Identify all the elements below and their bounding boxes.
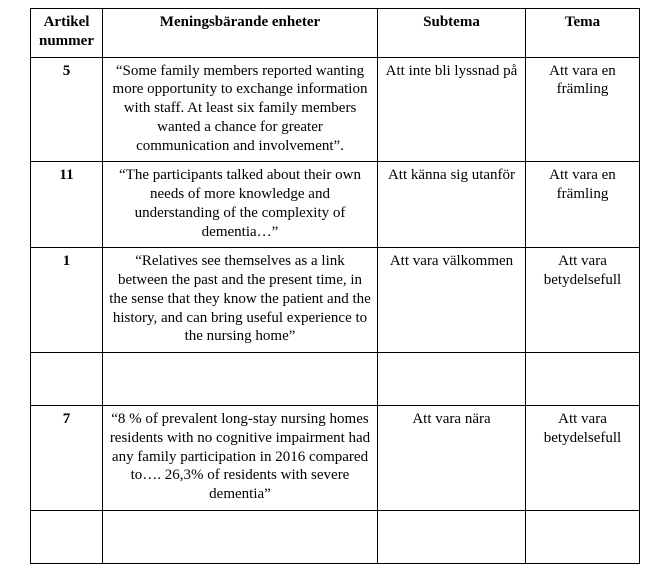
header-meningsbarande: Meningsbärande enheter (103, 9, 378, 58)
cell-subtheme: Att känna sig utanför (378, 162, 526, 248)
cell-empty (526, 353, 640, 406)
table-row: 5 “Some family members reported wanting … (31, 57, 640, 162)
cell-artikelnummer: 7 (31, 406, 103, 511)
cell-empty (526, 510, 640, 563)
analysis-table: Artikel nummer Meningsbärande enheter Su… (30, 8, 640, 564)
cell-subtheme: Att vara välkommen (378, 248, 526, 353)
header-tema: Tema (526, 9, 640, 58)
cell-artikelnummer: 1 (31, 248, 103, 353)
cell-theme: Att vara betydelsefull (526, 406, 640, 511)
page: Artikel nummer Meningsbärande enheter Su… (0, 0, 657, 567)
table-header: Artikel nummer Meningsbärande enheter Su… (31, 9, 640, 58)
table-row: 1 “Relatives see themselves as a link be… (31, 248, 640, 353)
cell-empty (378, 510, 526, 563)
cell-empty (103, 510, 378, 563)
cell-unit: “Relatives see themselves as a link betw… (103, 248, 378, 353)
cell-subtheme: Att vara nära (378, 406, 526, 511)
cell-unit: “8 % of prevalent long-stay nursing home… (103, 406, 378, 511)
cell-unit: “The participants talked about their own… (103, 162, 378, 248)
cell-subtheme: Att inte bli lyssnad på (378, 57, 526, 162)
cell-artikelnummer: 11 (31, 162, 103, 248)
table-row-spacer (31, 510, 640, 563)
table-row: 7 “8 % of prevalent long-stay nursing ho… (31, 406, 640, 511)
header-subtema: Subtema (378, 9, 526, 58)
cell-empty (31, 510, 103, 563)
table-body: 5 “Some family members reported wanting … (31, 57, 640, 563)
cell-theme: Att vara betydelsefull (526, 248, 640, 353)
cell-empty (103, 353, 378, 406)
cell-theme: Att vara en främling (526, 162, 640, 248)
cell-artikelnummer: 5 (31, 57, 103, 162)
cell-empty (378, 353, 526, 406)
cell-theme: Att vara en främling (526, 57, 640, 162)
table-row-spacer (31, 353, 640, 406)
table-row: 11 “The participants talked about their … (31, 162, 640, 248)
cell-unit: “Some family members reported wanting mo… (103, 57, 378, 162)
header-artikelnummer: Artikel nummer (31, 9, 103, 58)
cell-empty (31, 353, 103, 406)
